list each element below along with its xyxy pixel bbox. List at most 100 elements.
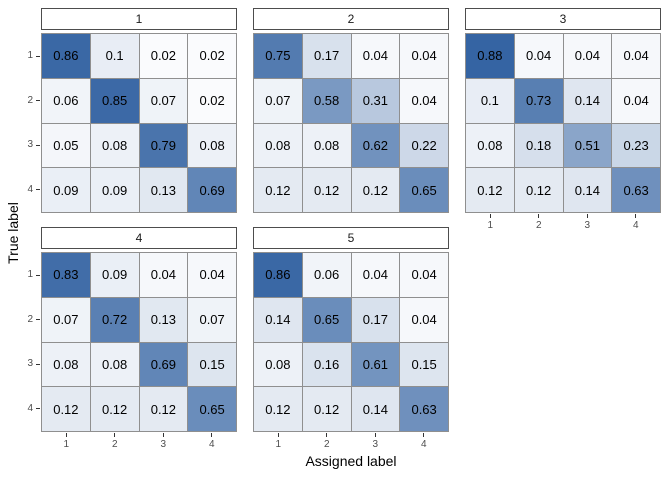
matrix-cell: 0.23 — [612, 123, 660, 168]
cell-value: 0.86 — [53, 48, 79, 64]
matrix-cell: 0.12 — [302, 387, 351, 431]
x-tick-label: 4 — [208, 439, 215, 450]
cell-value: 0.12 — [53, 401, 79, 417]
cell-value: 0.73 — [525, 93, 552, 109]
matrix-cell: 0.62 — [351, 123, 400, 168]
y-tick-label: 2 — [27, 94, 33, 106]
x-tick-label: 2 — [535, 220, 542, 231]
matrix-cell: 0.08 — [188, 123, 236, 168]
matrix-cell: 0.09 — [90, 168, 139, 212]
cell-value: 0.23 — [623, 137, 649, 153]
matrix-cell: 0.04 — [400, 78, 448, 123]
cell-value: 0.08 — [199, 137, 225, 153]
x-tick-label: 3 — [372, 439, 379, 450]
facet-strip-label: 2 — [347, 12, 355, 26]
matrix-cell: 0.08 — [42, 342, 90, 387]
matrix-cell: 0.13 — [139, 168, 188, 212]
cell-value: 0.09 — [101, 182, 128, 198]
cell-value: 0.12 — [362, 182, 389, 198]
cell-value: 0.17 — [362, 312, 389, 328]
x-tick-mark — [211, 433, 213, 437]
y-tick-mark — [36, 408, 40, 410]
matrix-cell: 0.86 — [254, 253, 302, 297]
facet-strip-label: 1 — [135, 12, 143, 26]
facet-strip-label: 4 — [135, 231, 143, 245]
matrix-cell: 0.07 — [139, 78, 188, 123]
matrix-cell: 0.12 — [254, 387, 302, 431]
matrix-cell: 0.04 — [563, 34, 612, 78]
y-tick-label: 1 — [27, 50, 33, 62]
cell-value: 0.86 — [265, 267, 291, 283]
matrix-cell: 0.04 — [400, 253, 448, 297]
cell-value: 0.17 — [313, 48, 340, 64]
cell-value: 0.08 — [101, 137, 128, 153]
matrix-cell: 0.1 — [466, 78, 514, 123]
facet-strip: 1 — [41, 8, 237, 30]
facet-strip-label: 3 — [559, 12, 567, 26]
cell-value: 0.65 — [313, 312, 340, 328]
y-tick-mark — [36, 319, 40, 321]
matrix-cell: 0.65 — [188, 387, 236, 431]
y-tick-label: 2 — [27, 313, 33, 325]
cell-value: 0.58 — [313, 93, 340, 109]
matrix-cell: 0.65 — [302, 297, 351, 342]
x-axis-title: Assigned label — [305, 453, 397, 469]
cell-value: 0.04 — [623, 48, 649, 64]
matrix-cell: 0.12 — [351, 168, 400, 212]
x-tick-label: 2 — [323, 439, 330, 450]
matrix-cell: 0.14 — [351, 387, 400, 431]
matrix-cell: 0.04 — [351, 34, 400, 78]
matrix-cell: 0.14 — [254, 297, 302, 342]
cell-value: 0.12 — [477, 182, 503, 198]
x-tick-label: 1 — [275, 439, 282, 450]
cell-value: 0.15 — [411, 356, 437, 372]
y-tick-mark — [36, 55, 40, 57]
cell-value: 0.62 — [362, 137, 389, 153]
x-tick-label: 3 — [160, 439, 167, 450]
cell-value: 0.08 — [313, 137, 340, 153]
cell-value: 0.14 — [362, 401, 389, 417]
matrix-cell: 0.06 — [42, 78, 90, 123]
cell-value: 0.1 — [480, 93, 499, 109]
cell-value: 0.04 — [411, 267, 437, 283]
matrix-cell: 0.08 — [254, 123, 302, 168]
x-tick-mark — [374, 433, 376, 437]
matrix-cell: 0.04 — [400, 34, 448, 78]
facet-strip: 3 — [465, 8, 661, 30]
y-axis-title: True label — [5, 202, 21, 264]
y-tick-mark — [36, 363, 40, 365]
x-tick-label: 2 — [111, 439, 118, 450]
matrix-cell: 0.12 — [302, 168, 351, 212]
confusion-matrix: 0.86 0.1 0.02 0.02 0.06 0.85 0.07 0.02 0.05 0.08 0… — [41, 33, 237, 213]
y-tick-label: 3 — [27, 139, 33, 151]
matrix-cell: 0.83 — [42, 253, 90, 297]
matrix-cell: 0.04 — [612, 34, 660, 78]
y-tick-label: 4 — [27, 183, 33, 195]
cell-value: 0.06 — [53, 93, 79, 109]
confusion-matrix: 0.86 0.06 0.04 0.04 0.14 0.65 0.17 0.04 0.08 0.16… — [253, 252, 449, 432]
x-tick-mark — [635, 214, 637, 218]
matrix-cell: 0.06 — [302, 253, 351, 297]
facet-strip-label: 5 — [347, 231, 355, 245]
matrix-cell: 0.08 — [90, 342, 139, 387]
cell-value: 0.04 — [411, 93, 437, 109]
cell-value: 0.88 — [477, 48, 503, 64]
cell-value: 0.63 — [411, 401, 437, 417]
matrix-cell: 0.65 — [400, 168, 448, 212]
cell-value: 0.09 — [53, 182, 79, 198]
matrix-cell: 0.15 — [188, 342, 236, 387]
matrix-cell: 0.02 — [139, 34, 188, 78]
y-tick-mark — [36, 274, 40, 276]
cell-value: 0.05 — [53, 137, 79, 153]
facet-strip: 4 — [41, 227, 237, 249]
facet-strip: 2 — [253, 8, 449, 30]
matrix-cell: 0.08 — [302, 123, 351, 168]
cell-value: 0.69 — [199, 182, 225, 198]
cell-value: 0.31 — [362, 93, 389, 109]
cell-value: 0.12 — [525, 182, 552, 198]
matrix-cell: 0.09 — [42, 168, 90, 212]
cell-value: 0.85 — [101, 93, 128, 109]
matrix-cell: 0.69 — [188, 168, 236, 212]
cell-value: 0.08 — [101, 356, 128, 372]
